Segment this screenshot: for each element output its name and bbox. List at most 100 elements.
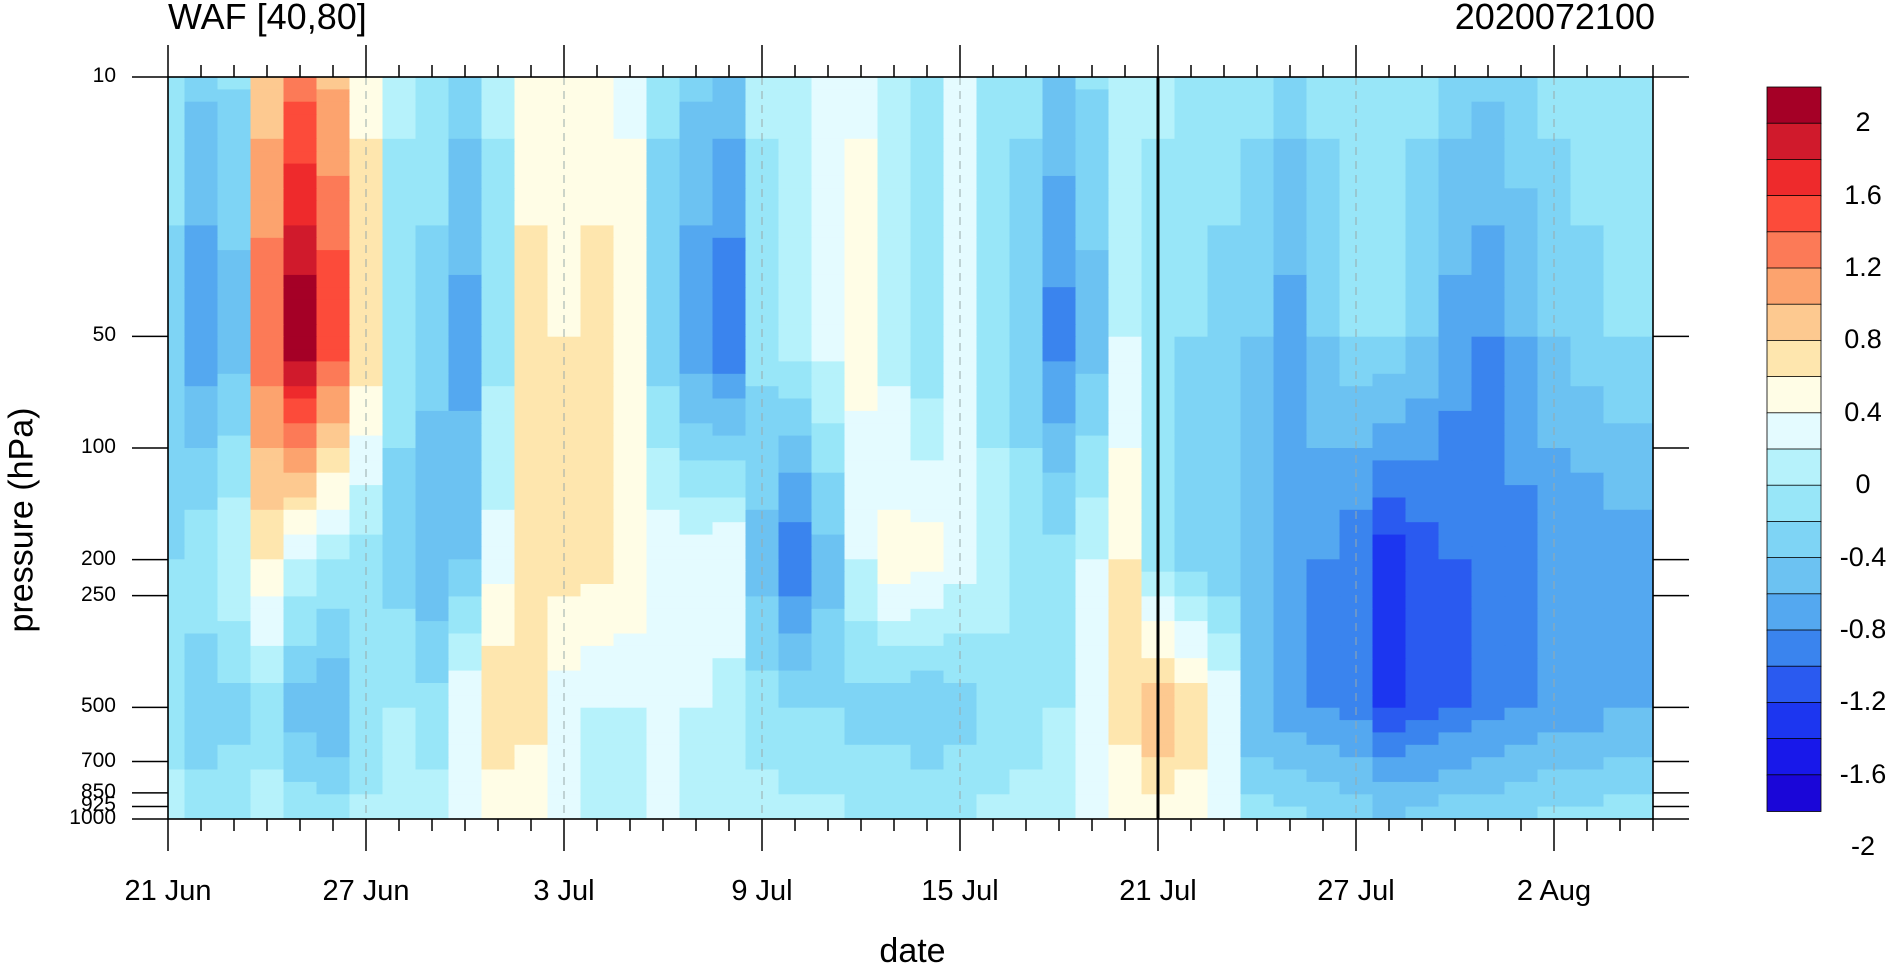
contour-cell [1207, 546, 1242, 560]
contour-cell [877, 769, 912, 783]
contour-cell [217, 584, 252, 597]
contour-cell [1009, 806, 1044, 819]
contour-cell [514, 695, 549, 709]
contour-cell [415, 336, 450, 350]
contour-cell [1075, 126, 1110, 140]
y-tick-label: 500 [80, 694, 116, 718]
contour-cell [1504, 757, 1539, 771]
contour-cell [1273, 460, 1308, 474]
contour-cell [1636, 472, 1653, 486]
contour-cell [1306, 769, 1341, 783]
contour-cell [613, 448, 648, 461]
contour-cell [646, 695, 681, 709]
contour-cell [976, 101, 1011, 115]
colorbar-tick-label: 1.2 [1844, 252, 1882, 282]
contour-cell [1636, 707, 1653, 721]
contour-cell [1405, 769, 1440, 783]
contour-cell [712, 262, 747, 276]
contour-cell [1636, 534, 1653, 548]
contour-cell [1636, 435, 1653, 449]
contour-cell [283, 126, 318, 140]
contour-cell [976, 744, 1011, 758]
contour-cell [1174, 448, 1209, 461]
contour-cell [910, 336, 945, 350]
contour-cell [580, 769, 615, 783]
contour-cell [1405, 732, 1440, 746]
contour-cell [910, 559, 945, 573]
contour-cell [1504, 645, 1539, 659]
contour-cell [811, 188, 846, 202]
contour-cell [448, 349, 483, 363]
contour-cell [1372, 138, 1407, 152]
contour-cell [679, 769, 714, 783]
contour-cell [1306, 497, 1341, 511]
contour-cell [415, 781, 450, 795]
contour-cell [217, 769, 252, 783]
contour-cell [283, 509, 318, 523]
contour-cell [613, 571, 648, 585]
contour-cell [316, 621, 351, 635]
contour-cell [1240, 349, 1275, 363]
contour-cell [679, 175, 714, 189]
contour-cell [1570, 794, 1605, 808]
contour-cell [877, 373, 912, 387]
contour-cell [1207, 101, 1242, 115]
contour-cell [217, 732, 252, 746]
contour-cell [250, 534, 285, 548]
contour-cell [184, 707, 219, 721]
contour-cell [1108, 262, 1143, 276]
contour-cell [283, 312, 318, 325]
contour-cell [976, 670, 1011, 684]
contour-cell [811, 621, 846, 635]
contour-cell [613, 349, 648, 363]
contour-cell [1273, 584, 1308, 597]
contour-cell [448, 163, 483, 177]
contour-cell [679, 237, 714, 251]
contour-cell [481, 472, 516, 486]
contour-cell [1306, 89, 1341, 103]
contour-cell [283, 720, 318, 734]
contour-cell [778, 138, 813, 152]
contour-cell [514, 769, 549, 783]
contour-cell [1174, 163, 1209, 177]
contour-cell [712, 89, 747, 103]
contour-cell [547, 250, 582, 264]
contour-cell [1537, 274, 1572, 288]
contour-cell [481, 546, 516, 560]
contour-cell [1537, 373, 1572, 387]
contour-cell [1207, 559, 1242, 573]
contour-cell [217, 114, 252, 128]
contour-cell [1009, 621, 1044, 635]
contour-cell [1306, 658, 1341, 672]
contour-cell [448, 188, 483, 202]
contour-cell [1438, 89, 1473, 103]
contour-cell [1339, 683, 1374, 696]
contour-cell [217, 707, 252, 721]
contour-cell [250, 114, 285, 128]
contour-cell [976, 410, 1011, 424]
contour-cell [283, 695, 318, 709]
contour-cell [448, 460, 483, 474]
contour-cell [184, 175, 219, 189]
contour-cell [877, 720, 912, 734]
contour-cell [910, 781, 945, 795]
contour-cell [1306, 633, 1341, 647]
contour-cell [778, 781, 813, 795]
contour-cell [1570, 237, 1605, 251]
contour-cell [1636, 732, 1653, 746]
contour-cell [1603, 77, 1638, 90]
contour-cell [1273, 77, 1308, 90]
contour-cell [168, 349, 186, 363]
contour-cell [1438, 101, 1473, 115]
colorbar-swatch [1766, 521, 1822, 559]
contour-cell [778, 151, 813, 165]
contour-cell [1636, 448, 1653, 461]
contour-cell [1504, 670, 1539, 684]
contour-cell [1372, 559, 1407, 573]
contour-cell [1306, 299, 1341, 313]
contour-cell [1042, 497, 1077, 511]
contour-cell [679, 349, 714, 363]
contour-cell [168, 435, 186, 449]
contour-cell [910, 163, 945, 177]
contour-cell [1438, 571, 1473, 585]
